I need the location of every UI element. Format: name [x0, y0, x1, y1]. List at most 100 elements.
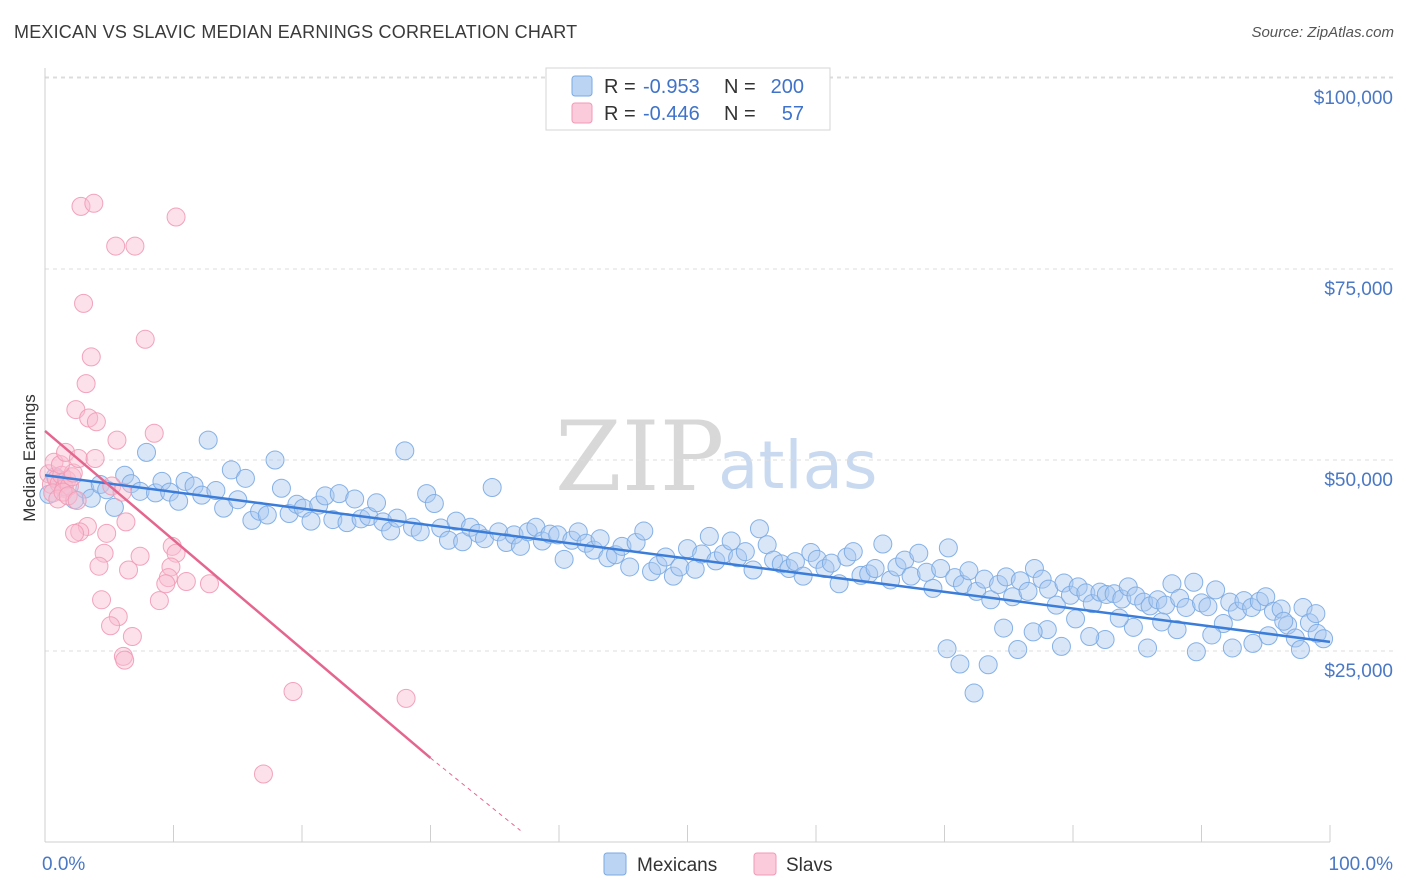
- point-mexicans: [1109, 608, 1129, 628]
- point-mexicans: [1170, 588, 1190, 608]
- point-slavs: [166, 207, 186, 227]
- point-slavs: [253, 764, 273, 784]
- point-slavs: [74, 293, 94, 313]
- point-mexicans: [271, 478, 291, 498]
- trend-line-mexicans: [44, 474, 1331, 644]
- point-slavs: [86, 412, 106, 432]
- point-mexicans: [1054, 573, 1074, 593]
- point-mexicans: [793, 566, 813, 586]
- point-mexicans: [1307, 623, 1327, 643]
- point-mexicans: [301, 511, 321, 531]
- point-slavs: [43, 483, 63, 503]
- point-mexicans: [1234, 591, 1254, 611]
- point-mexicans: [950, 654, 970, 674]
- point-mexicans: [1096, 584, 1116, 604]
- watermark-zip: ZIP: [555, 401, 724, 513]
- point-mexicans: [1076, 583, 1096, 603]
- point-mexicans: [1095, 630, 1115, 650]
- point-mexicans: [137, 442, 157, 462]
- x-ticks: [44, 825, 1331, 842]
- point-slavs: [396, 688, 416, 708]
- point-mexicans: [1184, 572, 1204, 592]
- point-mexicans: [81, 488, 101, 508]
- point-mexicans: [351, 509, 371, 529]
- point-mexicans: [873, 534, 893, 554]
- point-mexicans: [198, 430, 218, 450]
- point-mexicans: [974, 569, 994, 589]
- point-mexicans: [1060, 585, 1080, 605]
- point-mexicans: [540, 524, 560, 544]
- point-slavs: [106, 236, 126, 256]
- trend-lines: [44, 430, 1331, 831]
- point-mexicans: [1037, 620, 1057, 640]
- point-mexicans: [1123, 617, 1143, 637]
- point-mexicans: [728, 548, 748, 568]
- series-slavs: [39, 193, 416, 784]
- point-mexicans: [1066, 609, 1086, 629]
- point-slavs: [53, 482, 73, 502]
- y-axis-title: Median Earnings: [20, 394, 39, 522]
- point-slavs: [92, 590, 112, 610]
- point-mexicans: [988, 575, 1008, 595]
- watermark: ZIP atlas: [555, 401, 878, 513]
- point-slavs: [112, 482, 132, 502]
- legend-r-label-slavs: R =: [604, 103, 636, 125]
- point-slavs: [81, 347, 101, 367]
- point-slavs: [56, 442, 76, 462]
- point-mexicans: [1198, 597, 1218, 617]
- point-mexicans: [395, 441, 415, 461]
- trend-line-slavs: [44, 430, 432, 759]
- point-mexicans: [1271, 599, 1291, 619]
- x-tick-label-min: 0.0%: [42, 854, 85, 875]
- point-mexicans: [938, 538, 958, 558]
- point-mexicans: [1008, 639, 1028, 659]
- y-tick-label: $50,000: [1324, 470, 1393, 491]
- legend-r-value-slavs: -0.446: [643, 103, 700, 125]
- point-slavs: [65, 523, 85, 543]
- point-mexicans: [994, 618, 1014, 638]
- point-slavs: [199, 574, 219, 594]
- point-mexicans: [743, 560, 763, 580]
- point-slavs: [89, 556, 109, 576]
- point-mexicans: [1018, 581, 1038, 601]
- point-mexicans: [1138, 638, 1158, 658]
- legend-n-value-slavs: 57: [782, 103, 804, 125]
- point-mexicans: [1314, 629, 1334, 649]
- point-mexicans: [1274, 611, 1294, 631]
- point-slavs: [144, 423, 164, 443]
- point-mexicans: [964, 683, 984, 703]
- point-mexicans: [887, 557, 907, 577]
- point-mexicans: [1167, 620, 1187, 640]
- series-legend: Mexicans Slavs: [603, 852, 832, 876]
- point-mexicans: [843, 542, 863, 562]
- legend-n-label-mexicans: N =: [724, 76, 756, 98]
- point-slavs: [76, 374, 96, 394]
- point-mexicans: [663, 566, 683, 586]
- point-mexicans: [424, 494, 444, 514]
- point-mexicans: [496, 533, 516, 553]
- point-mexicans: [749, 519, 769, 539]
- point-mexicans: [1186, 642, 1206, 662]
- point-mexicans: [1126, 586, 1146, 606]
- point-mexicans: [206, 481, 226, 501]
- point-mexicans: [1290, 639, 1310, 659]
- point-mexicans: [329, 484, 349, 504]
- point-slavs: [71, 196, 91, 216]
- point-slavs: [135, 329, 155, 349]
- point-mexicans: [1051, 636, 1071, 656]
- y-tick-label: $100,000: [1314, 88, 1393, 109]
- y-tick-label: $25,000: [1324, 661, 1393, 682]
- point-slavs: [149, 591, 169, 611]
- point-mexicans: [996, 567, 1016, 587]
- point-mexicans: [417, 484, 437, 504]
- series-mexicans: [39, 430, 1334, 703]
- point-slavs: [85, 448, 105, 468]
- legend-box: [545, 67, 831, 131]
- point-mexicans: [323, 510, 343, 530]
- point-mexicans: [1023, 622, 1043, 642]
- point-slavs: [130, 546, 150, 566]
- point-slavs: [119, 560, 139, 580]
- point-slavs: [283, 681, 303, 701]
- point-mexicans: [1263, 601, 1283, 621]
